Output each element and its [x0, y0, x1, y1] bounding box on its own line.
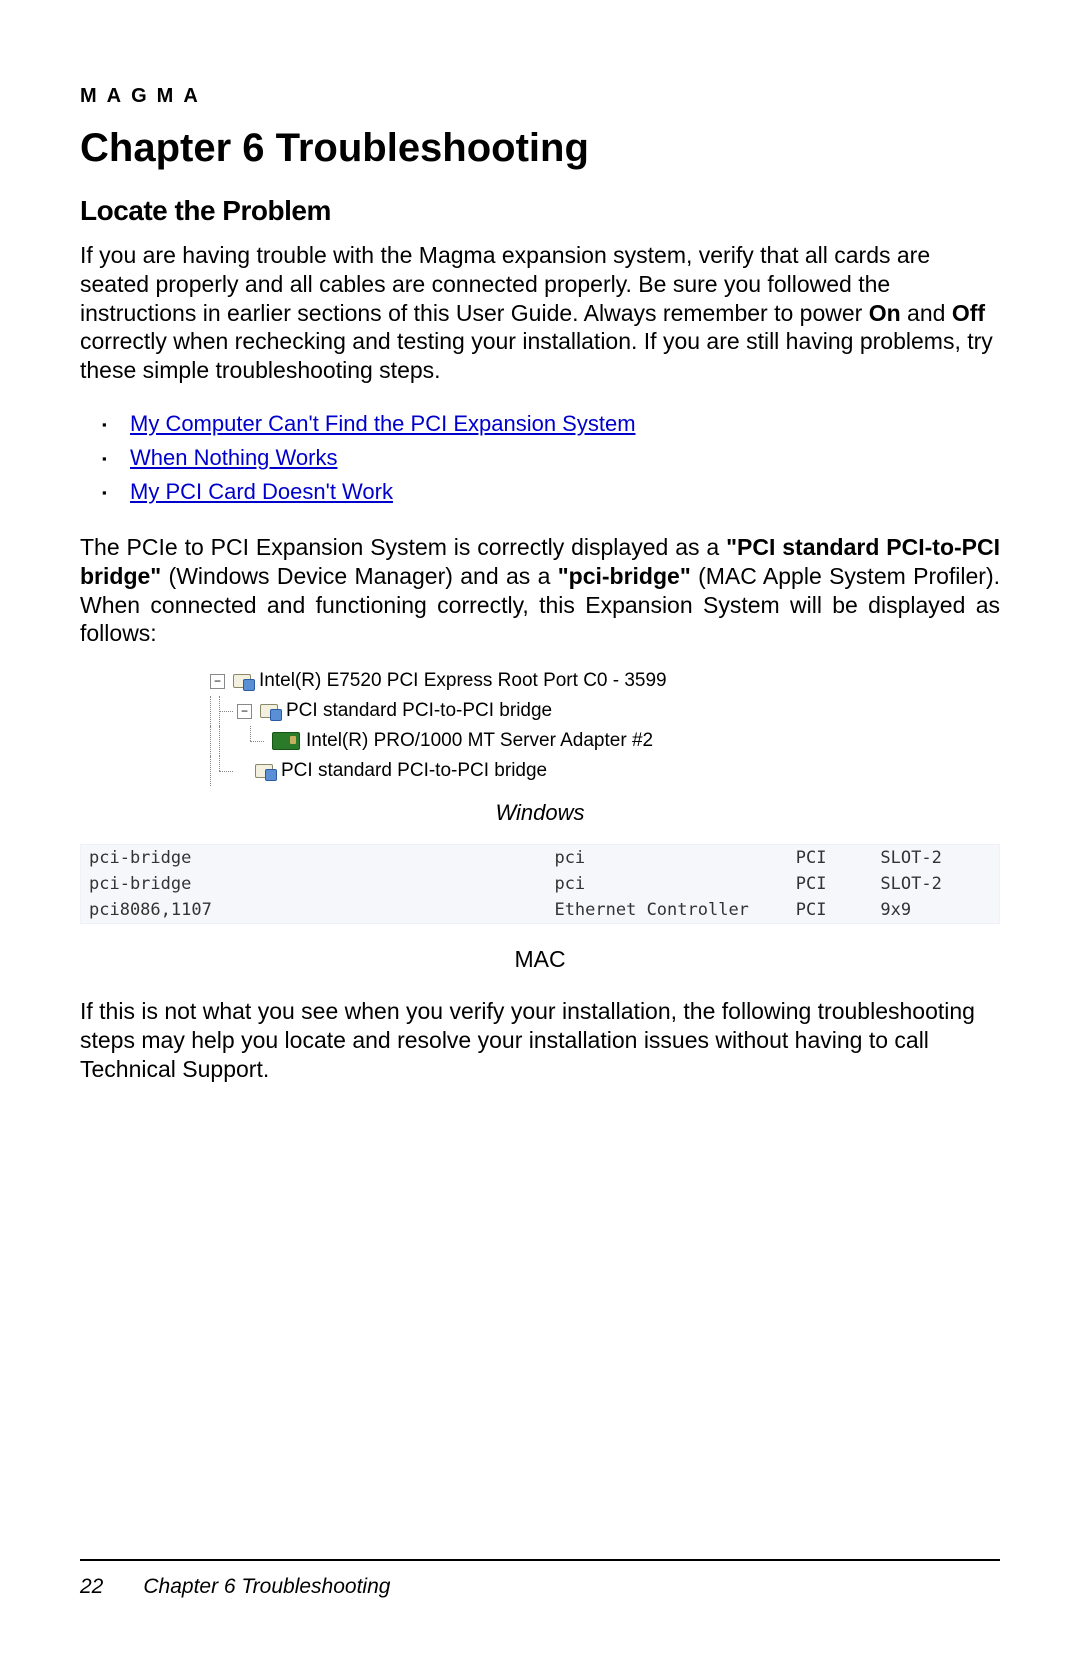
text: correctly when rechecking and testing yo… — [80, 328, 993, 383]
tree-collapse-icon[interactable]: − — [210, 674, 225, 689]
tree-row: − PCI standard PCI-to-PCI bridge — [210, 696, 870, 726]
cell: pci-bridge — [81, 871, 547, 897]
on-word: On — [869, 300, 901, 326]
tree-row: PCI standard PCI-to-PCI bridge — [210, 756, 870, 786]
list-item: When Nothing Works — [130, 441, 1000, 475]
text-bold: "pci-bridge" — [558, 563, 691, 589]
brand-header: MAGMA — [80, 85, 1000, 108]
list-item: My PCI Card Doesn't Work — [130, 475, 1000, 509]
text: (Windows Device Manager) and as a — [161, 563, 558, 589]
tree-label: PCI standard PCI-to-PCI bridge — [286, 700, 552, 722]
table-row: pci-bridge pci PCI SLOT-2 — [81, 845, 1000, 872]
cell: PCI — [788, 871, 873, 897]
cell: SLOT-2 — [872, 871, 999, 897]
windows-device-tree: − Intel(R) E7520 PCI Express Root Port C… — [210, 666, 870, 786]
list-item: My Computer Can't Find the PCI Expansion… — [130, 407, 1000, 441]
text: and — [901, 300, 952, 326]
table-row: pci8086,1107 Ethernet Controller PCI 9x9 — [81, 897, 1000, 924]
cell: pci-bridge — [81, 845, 547, 872]
tree-label: Intel(R) PRO/1000 MT Server Adapter #2 — [306, 730, 653, 752]
troubleshooting-links: My Computer Can't Find the PCI Expansion… — [80, 407, 1000, 509]
cell: pci — [546, 845, 787, 872]
cell: Ethernet Controller — [546, 897, 787, 924]
device-icon — [233, 672, 253, 690]
device-icon — [255, 762, 275, 780]
mac-caption: MAC — [80, 946, 1000, 973]
page-number: 22 — [80, 1575, 103, 1599]
footer-chapter: Chapter 6 Troubleshooting — [143, 1575, 390, 1599]
cell: SLOT-2 — [872, 845, 999, 872]
link-nothing-works[interactable]: When Nothing Works — [130, 445, 337, 470]
text: The PCIe to PCI Expansion System is corr… — [80, 534, 726, 560]
device-icon — [260, 702, 280, 720]
windows-caption: Windows — [80, 800, 1000, 826]
tree-collapse-icon[interactable]: − — [237, 704, 252, 719]
cell: pci8086,1107 — [81, 897, 547, 924]
section-title: Locate the Problem — [80, 195, 1000, 227]
document-page: MAGMA Chapter 6 Troubleshooting Locate t… — [0, 0, 1080, 1669]
table-row: pci-bridge pci PCI SLOT-2 — [81, 871, 1000, 897]
text: If you are having trouble with the Magma… — [80, 242, 930, 326]
page-footer: 22 Chapter 6 Troubleshooting — [80, 1559, 1000, 1599]
link-card-doesnt-work[interactable]: My PCI Card Doesn't Work — [130, 479, 393, 504]
closing-paragraph: If this is not what you see when you ver… — [80, 997, 1000, 1083]
intro-paragraph: If you are having trouble with the Magma… — [80, 241, 1000, 385]
tree-label: Intel(R) E7520 PCI Express Root Port C0 … — [259, 670, 667, 692]
tree-label: PCI standard PCI-to-PCI bridge — [281, 760, 547, 782]
mac-profiler-table: pci-bridge pci PCI SLOT-2 pci-bridge pci… — [80, 844, 1000, 924]
cell: pci — [546, 871, 787, 897]
cell: PCI — [788, 845, 873, 872]
footer-rule — [80, 1559, 1000, 1561]
bridge-paragraph: The PCIe to PCI Expansion System is corr… — [80, 533, 1000, 648]
off-word: Off — [952, 300, 985, 326]
tree-row: Intel(R) PRO/1000 MT Server Adapter #2 — [210, 726, 870, 756]
chapter-title: Chapter 6 Troubleshooting — [80, 126, 1000, 171]
cell: 9x9 — [872, 897, 999, 924]
network-adapter-icon — [272, 732, 300, 750]
link-cant-find[interactable]: My Computer Can't Find the PCI Expansion… — [130, 411, 636, 436]
tree-row: − Intel(R) E7520 PCI Express Root Port C… — [210, 666, 870, 696]
cell: PCI — [788, 897, 873, 924]
